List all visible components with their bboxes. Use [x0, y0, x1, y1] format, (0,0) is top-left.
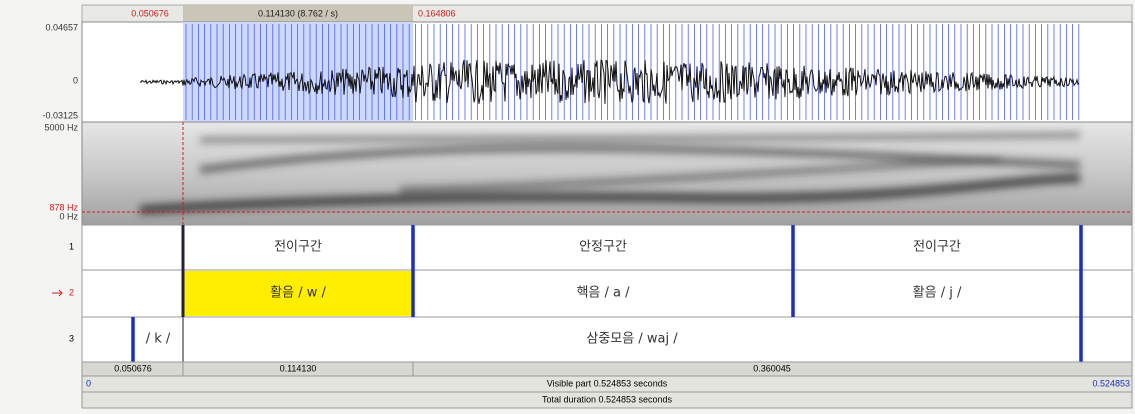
wave-zero: 0 — [73, 75, 78, 85]
interval-text[interactable]: 핵음 / a / — [576, 286, 630, 301]
visible-end: 0.524853 — [1092, 378, 1130, 388]
interval-text[interactable]: 삼중모음 / waj / — [586, 332, 678, 347]
spec-max: 5000 Hz — [44, 122, 78, 132]
selection-end: 0.164806 — [418, 8, 456, 18]
spec-min: 0 Hz — [59, 211, 78, 221]
interval-text[interactable]: 활음 / j / — [913, 286, 962, 301]
duration[interactable]: 0.360045 — [753, 363, 791, 373]
selection-length: 0.114130 (8.762 / s) — [258, 8, 338, 18]
interval-text[interactable]: 전이구간 — [913, 240, 961, 255]
textgrid-editor: 0.050676 0.114130 (8.762 / s) 0.164806 0… — [0, 0, 1135, 414]
wave-max: 0.04657 — [45, 22, 78, 32]
interval-text[interactable]: 활음 / w / — [270, 286, 326, 301]
duration[interactable]: 0.050676 — [114, 363, 152, 373]
visible-start: 0 — [86, 378, 91, 388]
tier-label: 2 — [69, 287, 74, 297]
tier-label: 1 — [69, 241, 74, 251]
tier-label: 3 — [69, 333, 74, 343]
visible-part[interactable]: Visible part 0.524853 seconds — [547, 378, 668, 388]
interval-text[interactable]: 전이구간 — [274, 240, 322, 255]
duration-bar — [82, 362, 1132, 376]
duration[interactable]: 0.114130 — [280, 363, 317, 373]
total-duration[interactable]: Total duration 0.524853 seconds — [542, 394, 673, 404]
wave-min: -0.03125 — [42, 110, 78, 120]
interval-text[interactable]: 안정구간 — [579, 240, 627, 255]
selection-start: 0.050676 — [131, 8, 169, 18]
interval-text[interactable]: / k / — [146, 332, 171, 347]
